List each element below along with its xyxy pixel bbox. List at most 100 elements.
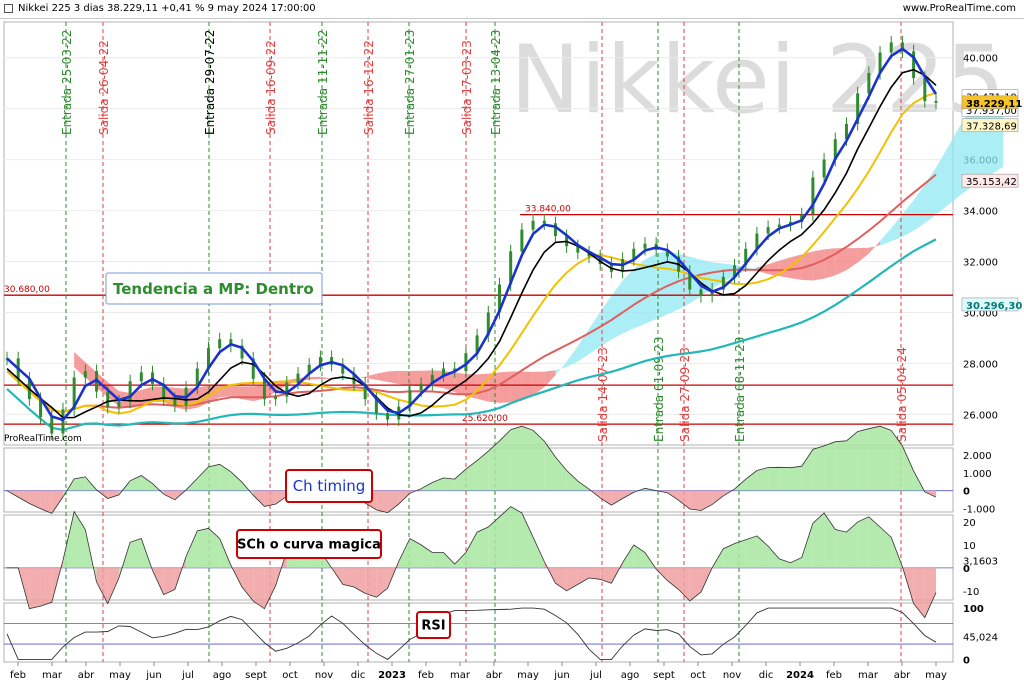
candle-body <box>39 399 43 417</box>
signal-label: Entrada 01-09-23 <box>652 337 666 442</box>
oscillator-area-segment <box>510 426 522 491</box>
oscillator-area-segment <box>533 537 545 568</box>
ichimoku-cloud-segment <box>936 148 948 215</box>
candle-body <box>811 177 815 215</box>
oscillator-area-segment <box>398 490 410 505</box>
x-tick-label: may <box>109 670 131 681</box>
candle-body <box>744 248 748 266</box>
panel-title: RSI <box>421 618 445 633</box>
signal-label: Salida 27-09-23 <box>678 347 692 442</box>
oscillator-area-segment <box>454 552 466 568</box>
oscillator-area-segment <box>600 490 612 506</box>
ichimoku-cloud-segment <box>723 263 735 282</box>
oscillator-area-segment <box>779 467 791 491</box>
oscillator-area-segment <box>667 567 679 590</box>
oscillator-area-segment <box>801 523 813 568</box>
candle-body <box>665 250 669 257</box>
blue-ma-line <box>6 47 938 422</box>
oscillator-area-segment <box>891 430 903 491</box>
x-tick-label: may <box>517 670 539 681</box>
x-tick-label: ago <box>621 670 640 681</box>
candle-body <box>688 271 692 290</box>
yellow-ma-label: 37.328,69 <box>966 122 1017 133</box>
candle-body <box>251 358 255 379</box>
ichimoku-cloud-segment <box>566 346 578 368</box>
x-tick-label: abr <box>78 670 95 681</box>
y-tick-label: 32.000 <box>963 258 998 269</box>
panel-title-box <box>236 529 382 559</box>
ichimoku-cloud-segment <box>409 370 422 387</box>
oscillator-area-segment <box>678 567 690 602</box>
oscillator-area-segment <box>689 567 701 602</box>
x-tick-label: may <box>925 670 947 681</box>
candle-body <box>117 401 121 407</box>
oscillator-area-segment <box>264 567 276 609</box>
oscillator-area-segment <box>689 490 701 511</box>
teal-ma-label: 30.296,30 <box>966 301 1022 312</box>
candle-body <box>632 248 636 259</box>
oscillator-area-segment <box>141 475 153 491</box>
candle-body <box>61 409 65 434</box>
x-tick-label: nov <box>315 670 333 681</box>
candle-body <box>296 373 300 383</box>
signal-label: Salida 16-09-22 <box>264 40 278 135</box>
brand-link[interactable]: www.ProRealTime.com <box>902 3 1016 14</box>
ichimoku-cloud-segment <box>589 311 601 355</box>
teal-ma-line <box>6 238 937 432</box>
signal-label: Entrada 11-11-22 <box>316 30 330 135</box>
oscillator-area-segment <box>342 567 354 587</box>
candle-body <box>162 383 166 400</box>
oscillator-area-segment <box>600 567 612 584</box>
black-ma-line <box>6 68 937 419</box>
oscillator-area-segment <box>74 476 86 491</box>
candle-body <box>721 276 725 290</box>
sub-y-tick-label: 20 <box>963 518 976 529</box>
candle-body <box>195 368 199 388</box>
ichimoku-cloud-segment <box>398 370 410 386</box>
ichimoku-cloud-segment <box>544 370 556 388</box>
oscillator-area-segment <box>868 516 881 568</box>
candle-body <box>777 224 781 228</box>
sub-y-tick-label: -1.000 <box>963 504 995 515</box>
level-label: 33.840,00 <box>525 205 571 215</box>
oscillator-area-segment <box>219 464 231 491</box>
ichimoku-cloud-segment <box>365 373 377 380</box>
oscillator-area-segment <box>566 470 578 491</box>
candle-body <box>240 345 244 359</box>
ichimoku-cloud-segment <box>947 128 959 206</box>
candle-body <box>374 399 378 414</box>
oscillator-area-segment <box>790 557 802 568</box>
panel-title: SCh o curva magica <box>237 537 381 552</box>
candle-body <box>878 52 882 73</box>
panel-title-box <box>416 611 451 639</box>
oscillator-area-segment <box>768 546 780 568</box>
oscillator-area-segment <box>577 567 590 585</box>
x-tick-label: sept <box>245 670 267 681</box>
ichimoku-cloud-segment <box>521 371 534 401</box>
oscillator-area-segment <box>443 552 455 568</box>
ichimoku-cloud-segment <box>376 371 388 382</box>
candle-body <box>453 368 457 372</box>
window-icon[interactable] <box>4 4 13 13</box>
ichimoku-cloud-segment <box>824 248 836 279</box>
candle-body <box>598 256 602 265</box>
oscillator-area-segment <box>186 530 198 568</box>
oscillator-area-segment <box>398 538 410 568</box>
x-tick-label: 2023 <box>378 670 406 681</box>
candle-body <box>83 371 87 378</box>
candle-body <box>218 339 222 349</box>
oscillator-area-segment <box>924 567 936 618</box>
oscillator-area-segment <box>801 449 813 491</box>
oscillator-area-segment <box>353 567 366 594</box>
candle-body <box>531 220 535 230</box>
oscillator-area-segment <box>465 532 478 568</box>
oscillator-area-segment <box>40 490 52 514</box>
panel-title-box <box>285 469 373 503</box>
oscillator-area-segment <box>443 477 455 491</box>
oscillator-area-segment <box>208 464 220 491</box>
oscillator-area-segment <box>846 431 858 491</box>
oscillator-area-segment <box>499 506 511 568</box>
credit-label: ProRealTime.com <box>4 434 82 444</box>
oscillator-area-segment <box>521 426 534 491</box>
